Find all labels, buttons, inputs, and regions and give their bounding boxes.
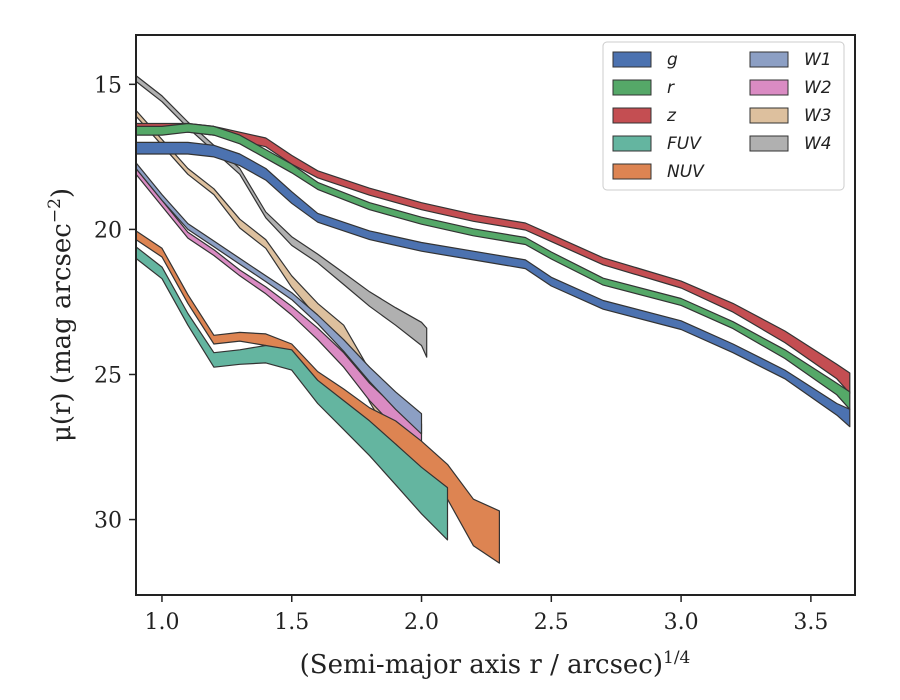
y-axis-title: μ(r) (mag arcsec−2) [45,188,77,442]
legend-swatch-g [612,51,652,68]
series-band-fuv [135,246,449,541]
x-axis-title: (Semi-major axis r / arcsec)1/4 [300,648,691,680]
legend-label-r: r [667,78,675,98]
legend-swatch-w2 [749,79,789,96]
legend-label-g: g [667,50,678,70]
legend-swatch-z [612,107,652,124]
legend-label-nuv: NUV [667,162,705,182]
x-tick-label: 2.0 [404,610,439,635]
series-band-w1 [135,162,423,435]
y-tick-label: 30 [94,509,122,534]
legend-swatch-w4 [749,135,789,152]
plot-frame [135,34,856,596]
series-band-g [135,141,851,428]
x-tick-label: 3.5 [793,610,828,635]
y-axis-title-text: μ(r) (mag arcsec [47,223,77,442]
x-axis-title-text: (Semi-major axis r / arcsec) [300,650,663,680]
x-tick-label: 3.0 [664,610,699,635]
y-axis-title-tail: ) [47,188,77,198]
y-tick-label: 20 [94,218,122,243]
y-axis: 15 20 25 30 [94,73,136,534]
x-axis-title-exponent: 1/4 [663,648,690,668]
series-band-nuv [135,230,500,564]
legend-label-w1: W1 [804,50,832,70]
y-axis-title-exponent: −2 [45,198,65,223]
x-tick-label: 1.5 [274,610,309,635]
y-tick-label: 15 [94,73,122,98]
legend-label-z: z [666,106,677,126]
y-tick-label: 25 [94,363,122,388]
legend-swatch-fuv [612,135,652,152]
legend-swatch-nuv [612,163,652,180]
x-tick-label: 2.5 [534,610,569,635]
legend-label-w4: W4 [804,134,832,154]
legend: grz FUV NUV W1 W2 W3 W4 [602,41,845,191]
legend-frame [602,41,845,191]
x-tick-label: 1.0 [144,610,179,635]
legend-label-fuv: FUV [667,134,702,154]
x-axis: 1.0 1.5 2.0 2.5 3.0 3.5 [144,595,828,635]
legend-swatch-w3 [749,107,789,124]
legend-swatch-r [612,79,652,96]
series-layer [135,74,851,564]
legend-label-w2: W2 [804,78,832,98]
legend-label-w3: W3 [804,106,832,126]
legend-swatch-w1 [749,51,789,68]
